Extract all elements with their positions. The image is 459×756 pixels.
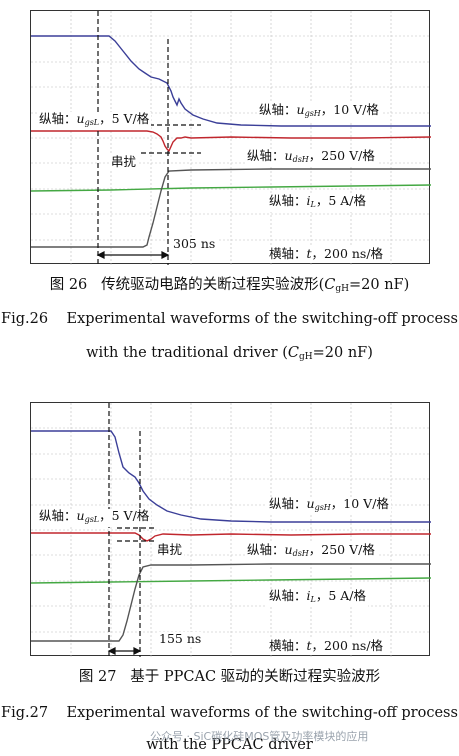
scope-figure-27: 纵轴：ugsL，5 V/格 纵轴：ugsH，10 V/格 纵轴：udsH，250… (30, 402, 431, 657)
caption-en-figure-27-line1: Fig.27 Experimental waveforms of the swi… (1, 705, 458, 721)
caption-cn-figure-26: 图 26 传统驱动电路的关断过程实验波形(CgH=20 nF) (49, 277, 410, 294)
label-interval-27: 155 ns (157, 631, 204, 646)
label-vgsH-27: 纵轴：ugsH，10 V/格 (267, 497, 391, 515)
scope-grid-27 (31, 403, 431, 657)
label-interval-26: 305 ns (171, 236, 218, 251)
label-vgsL-26: 纵轴：ugsL，5 V/格 (37, 112, 152, 130)
caption-en-figure-26-line1: Fig.26 Experimental waveforms of the swi… (1, 311, 458, 327)
label-time-axis-27: 横轴：t，200 ns/格 (267, 638, 386, 653)
label-vdsH-26: 纵轴：udsH，250 V/格 (245, 149, 377, 167)
trace-iL-27 (31, 577, 431, 584)
scope-figure-26: 纵轴：ugsL，5 V/格 纵轴：ugsH，10 V/格 纵轴：udsH，250… (30, 10, 431, 265)
label-crosstalk-27: 串扰 (155, 542, 185, 557)
label-time-axis-26: 横轴：t，200 ns/格 (267, 246, 386, 261)
trace-vgsL-27 (31, 563, 431, 642)
trace-iL-26 (31, 184, 431, 192)
label-vgsH-26: 纵轴：ugsH，10 V/格 (257, 103, 381, 121)
label-iL-26: 纵轴：iL，5 A/格 (267, 194, 368, 212)
caption-en-figure-27-line2: with the PPCAC driver (146, 737, 313, 753)
label-vgsL-27: 纵轴：ugsL，5 V/格 (37, 509, 152, 527)
label-crosstalk-26: 串扰 (109, 154, 139, 169)
trace-vgsL-26 (31, 168, 431, 248)
label-iL-27: 纵轴：iL，5 A/格 (267, 589, 368, 607)
scope-grid-26 (31, 11, 431, 265)
watermark: 公众号 · SiC碳化硅MOS管及功率模块的应用 (150, 730, 369, 743)
trace-vgsH-26 (31, 35, 431, 127)
trace-vdsH-26 (31, 130, 431, 153)
label-vdsH-27: 纵轴：udsH，250 V/格 (245, 543, 377, 561)
trace-vgsH-27 (31, 430, 431, 523)
caption-en-figure-26-line2: with the traditional driver (CgH=20 nF) (86, 345, 373, 362)
caption-cn-figure-27: 图 27 基于 PPCAC 驱动的关断过程实验波形 (78, 669, 381, 685)
trace-vdsH-27 (31, 532, 431, 542)
